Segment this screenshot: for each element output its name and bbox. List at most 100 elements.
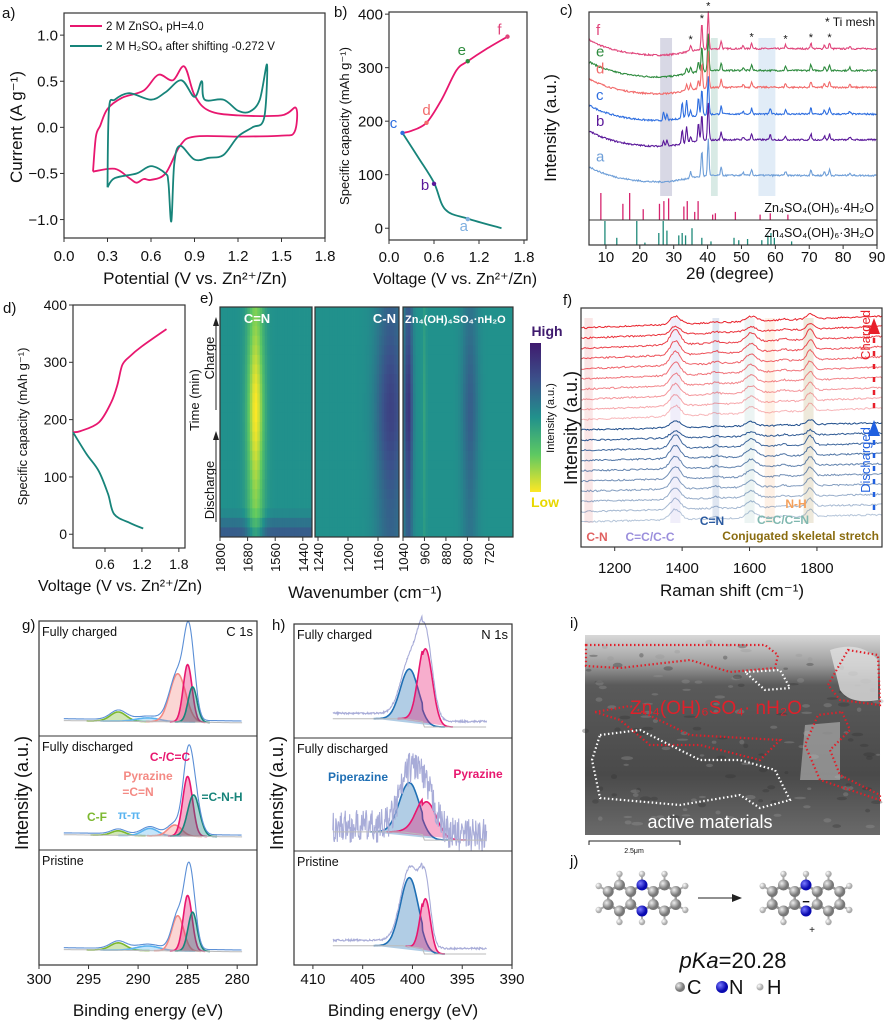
heatmap-cell — [294, 489, 298, 500]
heatmap-cell — [347, 345, 350, 356]
heatmap-cell — [508, 335, 511, 346]
heatmap-cell — [339, 402, 343, 413]
heatmap-cell — [229, 364, 233, 375]
heatmap-cell — [381, 374, 385, 385]
heatmap-cell — [391, 345, 395, 356]
heatmap-cell — [357, 498, 360, 509]
heatmap-cell — [317, 441, 321, 452]
heatmap-cell — [347, 335, 350, 346]
pattern-label: d — [596, 60, 604, 77]
heatmap-cell — [249, 393, 253, 404]
heatmap-cell — [423, 527, 426, 538]
heatmap-cell — [327, 364, 331, 375]
heatmap-cell — [329, 402, 333, 413]
heatmap-cell — [277, 422, 281, 432]
heatmap-cell — [347, 489, 350, 500]
heatmap-cell — [294, 326, 298, 337]
heatmap-cell — [384, 364, 388, 375]
heatmap-cell — [369, 527, 373, 538]
heatmap-cell — [222, 489, 226, 500]
heatmap-cell — [247, 345, 251, 356]
heatmap-cell — [485, 335, 489, 346]
heatmap-cell — [423, 479, 426, 490]
heatmap-cell — [282, 422, 286, 432]
heatmap-cell — [394, 450, 397, 461]
heatmap-cell — [488, 402, 491, 413]
heatmap-cell — [287, 316, 291, 327]
heatmap-cell — [445, 316, 449, 327]
heatmap-cell — [357, 393, 360, 404]
heatmap-cell — [244, 345, 248, 356]
heatmap-cell — [324, 431, 328, 442]
heatmap-cell — [229, 479, 233, 490]
heatmap-cell — [371, 354, 375, 365]
heatmap-cell — [224, 422, 228, 432]
heatmap-cell — [232, 374, 236, 385]
heatmap-cell — [284, 364, 288, 375]
heatmap-cell — [498, 517, 501, 528]
heatmap-cell — [292, 326, 295, 337]
heatmap-cell — [332, 307, 336, 317]
heatmap-cell — [386, 517, 390, 528]
heatmap-cell — [254, 364, 258, 375]
heatmap-cell — [384, 527, 388, 538]
heatmap-cell — [433, 354, 436, 365]
heatmap-cell — [237, 479, 241, 490]
heatmap-cell — [334, 374, 338, 385]
heatmap-cell — [418, 431, 421, 442]
heatmap-cell — [237, 441, 241, 452]
nitrogen-atom — [636, 905, 648, 917]
heatmap-cell — [272, 412, 276, 423]
heatmap-cell — [450, 441, 454, 452]
heatmap-cell — [349, 364, 353, 375]
heatmap-cell — [329, 422, 333, 432]
heatmap-cell — [227, 354, 231, 365]
heatmap-cell — [309, 383, 313, 394]
raman-spectrum — [580, 497, 882, 513]
component-fill — [146, 673, 210, 723]
heatmap-cell — [232, 431, 236, 442]
xrd-pattern — [588, 76, 877, 123]
hydrogen-atom — [682, 906, 689, 914]
heatmap-cell — [366, 508, 370, 519]
heatmap-cell — [249, 354, 253, 365]
sem-texture — [807, 657, 813, 662]
heatmap-cell — [465, 364, 469, 375]
heatmap-cell — [249, 517, 253, 528]
heatmap-cell — [420, 335, 424, 346]
heatmap-cell — [342, 364, 346, 375]
heatmap-cell — [458, 307, 461, 317]
heatmap-cell — [339, 374, 343, 385]
heatmap-cell — [329, 412, 333, 423]
heatmap-cell — [508, 441, 511, 452]
heatmap-cell — [294, 422, 298, 432]
heatmap-cell — [222, 402, 226, 413]
heatmap-cell — [299, 527, 303, 538]
heatmap-cell — [361, 354, 365, 365]
heatmap-cell — [262, 393, 266, 404]
heatmap-cell — [443, 508, 446, 519]
heatmap-cell — [229, 354, 233, 365]
heatmap-cell — [443, 335, 446, 346]
sem-texture — [823, 703, 832, 708]
heatmap-cell — [435, 508, 439, 519]
heatmap-cell — [376, 469, 380, 480]
heatmap-cell — [262, 450, 266, 461]
heatmap-cell — [505, 393, 509, 404]
heatmap-cell — [448, 469, 451, 480]
heatmap-cell — [490, 469, 494, 480]
heatmap-cell — [361, 383, 365, 394]
heatmap-cell — [415, 383, 419, 394]
heatmap-cell — [470, 354, 474, 365]
heatmap-cell — [307, 354, 310, 365]
heatmap-cell — [415, 402, 419, 413]
heatmap-cell — [322, 383, 326, 394]
state-label: Fully charged — [42, 625, 117, 639]
pattern-label: a — [596, 149, 605, 166]
heatmap-cell — [344, 469, 348, 480]
sem-texture — [795, 653, 803, 658]
heatmap-cell — [361, 498, 365, 509]
heatmap-cell — [463, 345, 466, 356]
heatmap-cell — [229, 508, 233, 519]
y-tick-label: 400 — [44, 297, 68, 313]
